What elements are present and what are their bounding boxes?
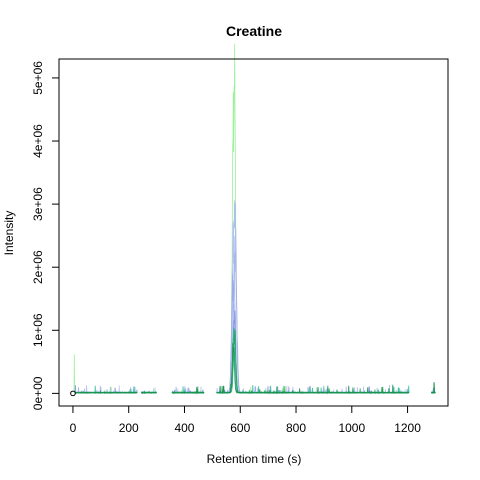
origin-marker [71,391,76,396]
y-tick-label: 0e+00 [31,376,45,410]
chart-title: Creatine [226,23,282,39]
x-tick-label: 0 [70,421,77,435]
x-tick-label: 200 [119,421,139,435]
x-tick-label: 400 [174,421,194,435]
x-tick-label: 1200 [394,421,421,435]
y-tick-label: 2e+06 [31,250,45,284]
x-axis-label: Retention time (s) [207,452,302,466]
x-tick-label: 600 [230,421,250,435]
y-tick-label: 1e+06 [31,313,45,347]
y-tick-label: 3e+06 [31,187,45,221]
y-tick-label: 5e+06 [31,61,45,95]
x-tick-label: 1000 [338,421,365,435]
x-tick-label: 800 [286,421,306,435]
y-tick-label: 4e+06 [31,124,45,158]
y-axis-label: Intensity [2,211,16,256]
